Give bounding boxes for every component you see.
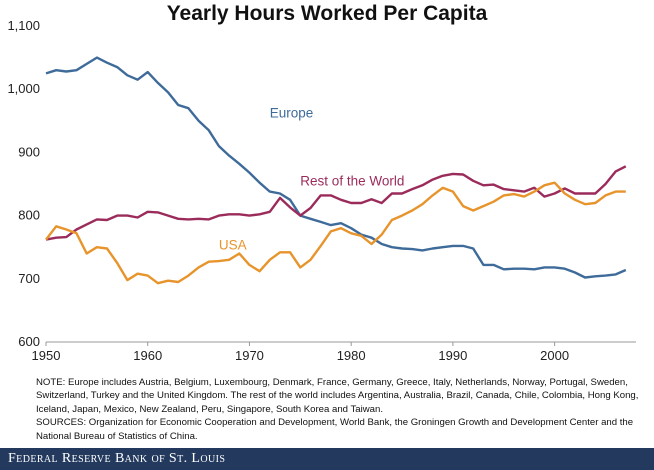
series-lines bbox=[45, 56, 627, 285]
x-tick-label: 1950 bbox=[32, 348, 61, 363]
series-label-usa: USA bbox=[219, 238, 247, 253]
x-tick-label: 1970 bbox=[235, 348, 264, 363]
chart-notes: NOTE: Europe includes Austria, Belgium, … bbox=[36, 376, 652, 443]
series-line-europe bbox=[45, 56, 627, 279]
sources-text: SOURCES: Organization for Economic Coope… bbox=[36, 417, 634, 442]
note-text: NOTE: Europe includes Austria, Belgium, … bbox=[36, 377, 639, 415]
series-labels: Europe Rest of the World USA bbox=[219, 106, 404, 253]
series-line-usa bbox=[45, 181, 626, 285]
series-label-rest-of-the-world: Rest of the World bbox=[300, 173, 404, 188]
y-tick-label: 700 bbox=[18, 271, 40, 286]
series-label-europe: Europe bbox=[270, 106, 314, 121]
y-tick-label: 1,100 bbox=[7, 18, 40, 33]
y-tick-label: 1,000 bbox=[7, 81, 40, 96]
footer-text: Federal Reserve Bank of St. Louis bbox=[8, 451, 226, 466]
axes: 600 700 800 900 1,000 1,100 1950 1960 1970 1980 19… bbox=[7, 18, 636, 363]
y-tick-label: 900 bbox=[18, 144, 40, 159]
footer-bar: Federal Reserve Bank of St. Louis bbox=[0, 448, 654, 470]
x-tick-label: 1990 bbox=[438, 348, 467, 363]
y-tick-label: 600 bbox=[18, 334, 40, 349]
x-tick-label: 1960 bbox=[133, 348, 162, 363]
series-line-rest-of-the-world bbox=[45, 165, 627, 241]
chart-title: Yearly Hours Worked Per Capita bbox=[166, 2, 488, 25]
line-chart: 600 700 800 900 1,000 1,100 1950 1960 1970 1980 19… bbox=[7, 18, 636, 363]
x-tick-label: 1980 bbox=[337, 348, 366, 363]
x-tick-label: 2000 bbox=[540, 348, 569, 363]
y-tick-label: 800 bbox=[18, 208, 40, 223]
